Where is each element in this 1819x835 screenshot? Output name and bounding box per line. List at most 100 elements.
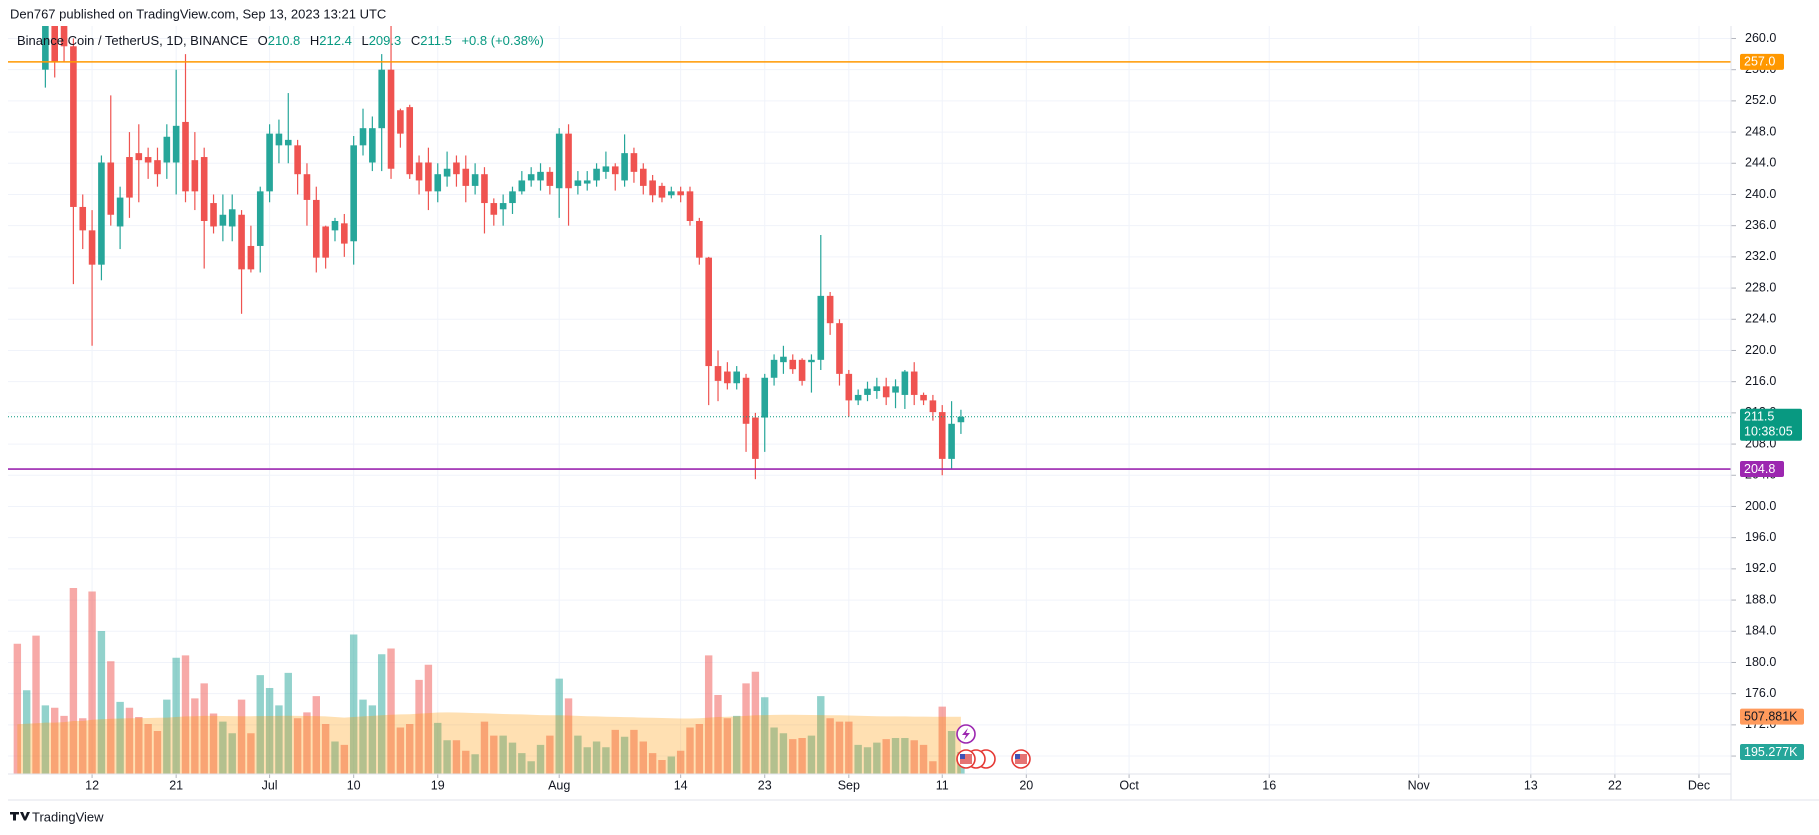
candle-body xyxy=(845,373,853,401)
candle-body xyxy=(462,168,470,186)
volume-bar xyxy=(172,657,180,774)
candle-body xyxy=(163,136,171,163)
volume-bar xyxy=(490,735,498,774)
volume-bar xyxy=(789,739,797,774)
candle-body xyxy=(555,133,563,189)
candle-body xyxy=(256,191,264,246)
candle-body xyxy=(518,180,526,192)
volume-bar xyxy=(471,754,479,774)
volume-bar xyxy=(406,724,414,774)
candle-body xyxy=(387,69,395,169)
candle-body xyxy=(228,209,236,227)
volume-bar xyxy=(191,698,199,774)
volume-bar xyxy=(312,696,320,774)
volume-bar xyxy=(770,727,778,774)
volume-bar xyxy=(125,707,134,774)
candle-body xyxy=(696,220,703,258)
volume-bar xyxy=(265,687,274,774)
volume-bar xyxy=(882,739,890,774)
volume-bar xyxy=(368,705,377,774)
y-tick-label: 252.0 xyxy=(1745,93,1776,107)
volume-bar xyxy=(518,753,526,774)
candle-body xyxy=(42,26,49,70)
candle-body xyxy=(509,191,516,204)
candle-body xyxy=(341,223,348,244)
volume-bar xyxy=(826,718,834,774)
x-tick-label: 13 xyxy=(1524,778,1538,792)
candle-body xyxy=(537,171,544,181)
volume-bar xyxy=(751,671,760,774)
volume-bar xyxy=(359,699,367,774)
volume-bar xyxy=(658,760,666,774)
volume-bar xyxy=(60,715,68,774)
x-tick-label: 11 xyxy=(936,778,949,792)
volume-bar xyxy=(639,741,647,774)
candle-body xyxy=(864,388,871,395)
candle-body xyxy=(808,359,815,363)
x-tick-label: 21 xyxy=(169,778,183,792)
y-tick-label: 216.0 xyxy=(1745,374,1776,388)
candle-body xyxy=(602,166,610,172)
y-tick-label: 192.0 xyxy=(1745,561,1776,575)
volume-bar xyxy=(41,705,50,774)
candle-body xyxy=(854,394,862,401)
last-price-label: 211.5 xyxy=(1744,410,1774,424)
volume-bar xyxy=(377,654,386,774)
volume-bar xyxy=(602,747,610,774)
volume-bar xyxy=(891,737,900,774)
candle-body xyxy=(303,174,311,200)
volume-bar xyxy=(443,740,451,774)
candle-body xyxy=(910,371,918,395)
flag xyxy=(960,754,965,759)
candle-body xyxy=(200,157,208,221)
candle-body xyxy=(639,168,647,186)
candle-body xyxy=(219,214,227,226)
y-tick-label: 184.0 xyxy=(1745,624,1776,638)
volume-bar xyxy=(415,679,423,774)
volume-bar xyxy=(854,744,862,774)
candle-body xyxy=(948,423,955,459)
candle-body xyxy=(415,162,423,181)
volume-bar xyxy=(452,740,461,774)
candle-body xyxy=(238,214,245,270)
volume-bar xyxy=(434,722,442,774)
volume-bar xyxy=(396,727,405,774)
publish-info: Den767 published on TradingView.com, Sep… xyxy=(10,6,386,21)
candle-body xyxy=(761,377,769,418)
volume-bar xyxy=(676,750,685,774)
x-tick-label: 23 xyxy=(758,778,772,792)
y-tick-label: 224.0 xyxy=(1745,312,1776,326)
volume-ma-label: 507.881K xyxy=(1744,709,1798,723)
candle-body xyxy=(70,46,77,207)
candle-body xyxy=(929,400,937,413)
candle-body xyxy=(574,180,582,186)
y-tick-label: 244.0 xyxy=(1745,156,1776,170)
volume-bar xyxy=(546,735,554,774)
volume-bar xyxy=(919,744,928,774)
x-tick-label: 10 xyxy=(347,778,361,792)
candle-body xyxy=(565,133,572,189)
legend-value: 211.5 xyxy=(420,33,452,48)
legend-key: L xyxy=(361,33,368,48)
volume-bar xyxy=(807,735,816,774)
candle-body xyxy=(649,180,656,196)
x-tick-label: 16 xyxy=(1262,778,1276,792)
volume-bar xyxy=(331,741,339,774)
volume-bar xyxy=(293,718,302,774)
volume-bar xyxy=(845,721,853,774)
volume-bar xyxy=(22,690,31,774)
candle-body xyxy=(957,416,965,423)
x-tick-label: 12 xyxy=(85,778,99,792)
volume-bar xyxy=(200,683,208,774)
candle-body xyxy=(369,128,376,163)
volume-bar xyxy=(667,756,676,774)
volume-ma-badge xyxy=(1740,708,1804,725)
candle-body xyxy=(836,323,843,374)
volume-bar xyxy=(153,730,162,774)
candle-body xyxy=(770,359,778,378)
volume-bar xyxy=(798,737,806,774)
candle-body xyxy=(630,153,638,172)
candle-body xyxy=(621,153,628,181)
candle-body xyxy=(873,386,881,392)
